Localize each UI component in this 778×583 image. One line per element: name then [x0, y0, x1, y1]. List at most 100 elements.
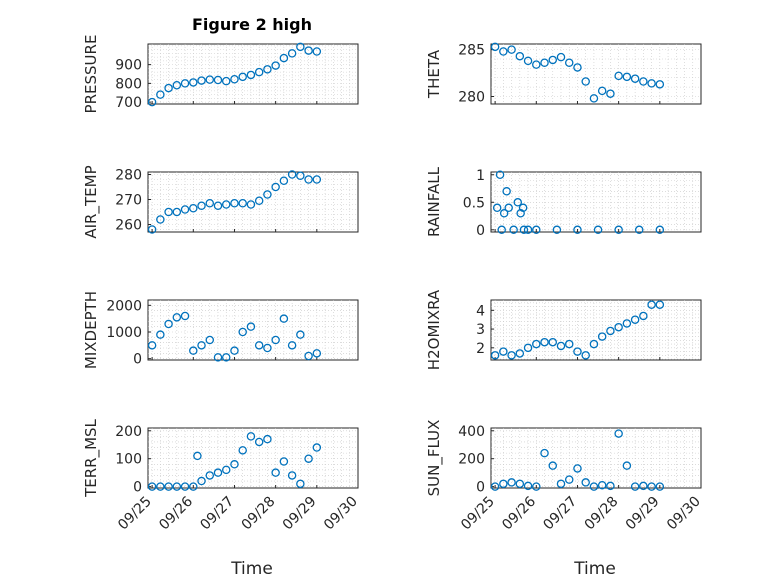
data-point	[271, 182, 280, 192]
data-point	[573, 225, 582, 235]
x-tick-label: 09/27	[540, 494, 580, 534]
data-point	[548, 55, 558, 65]
data-point	[556, 341, 566, 351]
data-point	[279, 457, 289, 466]
data-point	[509, 225, 518, 235]
subplot-sun_flux: 0 200 400 SUN_FLUX 09/25 09/26 09/27 09/28 09/29…	[425, 420, 704, 534]
subplot-mixdepth: 0 1000 2000 MIXDEPTH	[82, 291, 359, 369]
data-point	[246, 322, 256, 331]
data-point	[556, 52, 566, 62]
y-tick-label: 1	[476, 168, 485, 184]
subplot-theta: 280 285 THETA	[425, 42, 702, 106]
subplot-pressure: 700 800 900 PRESSURE	[82, 35, 359, 113]
x-tick-label: 09/29	[280, 494, 320, 534]
y-tick-label: 200	[458, 452, 485, 468]
data-point	[573, 347, 582, 356]
axes-box	[490, 43, 702, 105]
y-axis-label: TERR_MSL	[82, 418, 101, 497]
data-point	[197, 76, 206, 85]
data-point	[312, 175, 322, 184]
x-tick-label: 09/26	[499, 493, 539, 533]
data-point	[639, 77, 648, 86]
axes-box	[490, 427, 702, 489]
data-point	[490, 42, 500, 52]
data-point	[238, 446, 247, 455]
data-point	[630, 74, 640, 83]
data-point	[279, 176, 289, 185]
data-point	[548, 461, 558, 470]
data-point	[564, 339, 574, 349]
data-point	[515, 349, 525, 358]
data-point	[221, 353, 231, 362]
y-tick-label: 700	[115, 95, 142, 111]
data-point	[304, 175, 313, 184]
data-point	[515, 51, 525, 61]
data-point	[230, 346, 239, 355]
xlabel-left: Time	[230, 559, 273, 579]
y-tick-label: 260	[115, 218, 142, 234]
data-point	[507, 45, 516, 54]
data-point	[213, 468, 223, 477]
data-point	[246, 200, 256, 209]
data-point	[287, 471, 297, 480]
y-tick-label: 280	[458, 90, 485, 106]
data-point	[205, 471, 215, 480]
data-point	[647, 300, 656, 309]
data-point	[630, 482, 640, 491]
figure-title: Figure 2 high	[192, 15, 312, 34]
data-point	[263, 343, 272, 353]
data-point	[230, 75, 239, 84]
data-point	[589, 339, 599, 349]
subplot-air_temp: 260 270 280 AIR_TEMP	[82, 165, 359, 239]
data-point	[246, 432, 256, 441]
data-point	[573, 464, 582, 473]
data-point	[507, 351, 516, 360]
data-point	[497, 225, 506, 235]
data-point	[502, 187, 511, 196]
data-point	[495, 170, 505, 180]
data-point	[172, 207, 182, 217]
data-point	[597, 480, 607, 490]
data-point	[197, 201, 206, 210]
y-tick-label: 0	[476, 223, 485, 239]
data-point	[540, 337, 549, 347]
axes-box	[147, 43, 359, 105]
data-point	[296, 42, 305, 52]
data-point	[492, 203, 502, 213]
data-point	[164, 319, 173, 329]
data-point	[622, 319, 632, 328]
y-tick-label: 100	[115, 452, 142, 468]
data-point	[304, 46, 313, 55]
data-point	[634, 225, 644, 235]
data-point	[287, 341, 297, 350]
data-point	[254, 67, 264, 77]
data-point	[499, 347, 508, 356]
data-point	[519, 225, 529, 235]
data-point	[205, 75, 215, 84]
data-point	[490, 351, 500, 360]
data-point	[263, 434, 272, 444]
data-point	[622, 72, 632, 82]
data-point	[238, 327, 247, 337]
data-point	[606, 326, 615, 336]
data-point	[197, 476, 206, 486]
x-tick-label: 09/30	[664, 494, 704, 534]
data-point	[147, 482, 157, 491]
data-point	[499, 47, 508, 56]
data-point	[271, 468, 280, 477]
data-point	[271, 61, 280, 70]
y-axis-label: THETA	[425, 49, 443, 99]
data-point	[581, 351, 590, 360]
data-point	[614, 429, 623, 438]
data-point	[246, 70, 256, 80]
data-point	[197, 341, 206, 350]
data-point	[614, 71, 623, 81]
data-point	[221, 200, 231, 209]
y-tick-label: 4	[476, 303, 485, 319]
y-tick-label: 800	[115, 76, 142, 92]
data-point	[655, 482, 665, 491]
data-point	[230, 198, 239, 208]
data-point	[532, 339, 541, 349]
data-point	[518, 203, 528, 213]
data-point	[254, 341, 264, 350]
